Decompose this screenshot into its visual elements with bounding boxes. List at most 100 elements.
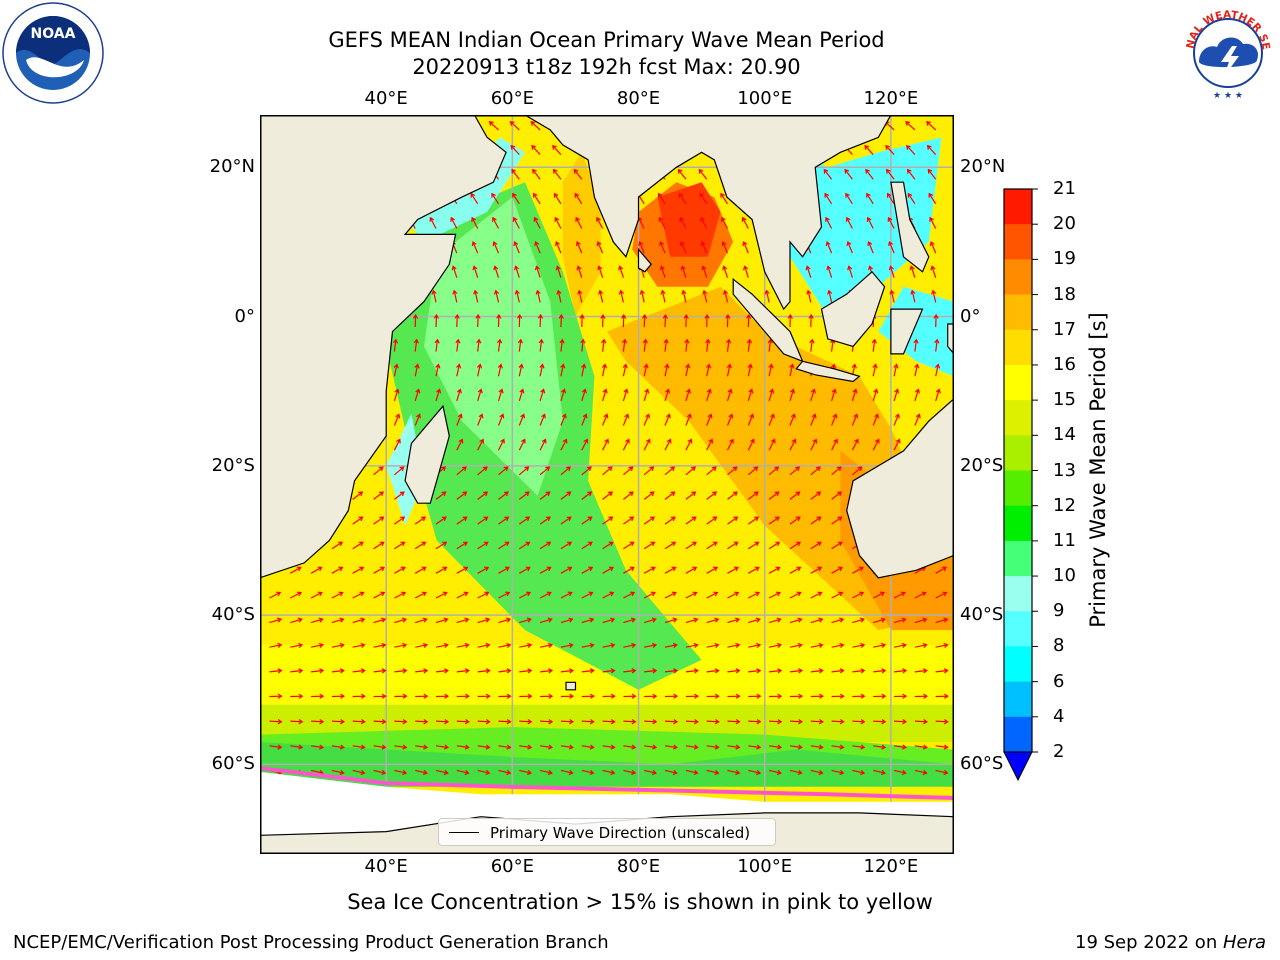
colorbar-tick-label: 12 <box>1053 494 1076 516</box>
wave-arrow <box>580 338 586 352</box>
wave-arrow <box>414 516 427 525</box>
wave-arrow <box>581 617 595 624</box>
wave-arrow <box>706 591 719 599</box>
wave-arrow <box>540 719 554 725</box>
wave-arrow <box>431 289 437 303</box>
wave-arrow <box>851 388 858 402</box>
colorbar-tick-label: 13 <box>1053 459 1076 481</box>
wave-arrow <box>914 642 928 649</box>
colorbar-segment <box>1004 681 1032 718</box>
wave-arrow <box>872 388 879 402</box>
legend-label: Primary Wave Direction (unscaled) <box>490 824 751 842</box>
lon-tick-top: 120°E <box>863 88 919 109</box>
wave-arrow <box>518 516 531 525</box>
wave-arrow <box>498 566 510 574</box>
wave-arrow <box>768 388 775 402</box>
wave-arrow <box>477 591 490 599</box>
wave-arrow <box>456 744 470 750</box>
wave-arrow <box>290 617 303 624</box>
wave-arrow <box>435 541 448 550</box>
wave-arrow <box>685 541 697 550</box>
wave-arrow <box>907 192 916 205</box>
wave-arrow <box>748 617 761 624</box>
wave-arrow <box>659 240 666 254</box>
wave-arrow <box>644 617 657 624</box>
wave-arrow <box>394 668 408 674</box>
wave-arrow <box>539 516 551 525</box>
wave-arrow <box>768 642 782 649</box>
wave-arrow <box>519 668 533 674</box>
wave-arrow <box>581 744 595 750</box>
wave-arrow <box>768 491 780 500</box>
wave-arrow <box>889 289 895 303</box>
wave-arrow <box>455 338 461 352</box>
wave-arrow <box>331 719 346 725</box>
wave-arrow <box>622 438 630 451</box>
wave-arrow <box>415 642 429 649</box>
wave-arrow <box>644 769 657 776</box>
wave-arrow <box>539 541 552 550</box>
wave-arrow <box>706 516 718 525</box>
wave-arrow <box>641 313 648 328</box>
wave-arrow <box>769 668 783 674</box>
wave-arrow <box>727 744 741 750</box>
wave-arrow <box>746 313 752 328</box>
wave-arrow <box>602 668 616 674</box>
wave-arrow <box>473 289 479 303</box>
wave-arrow <box>518 491 530 500</box>
wave-arrow <box>852 466 863 476</box>
wave-arrow <box>452 289 458 303</box>
wave-arrow <box>643 466 655 476</box>
wave-arrow <box>747 491 759 500</box>
wave-arrow <box>602 591 615 599</box>
wave-arrow <box>831 642 845 649</box>
wave-arrow <box>574 192 583 205</box>
wave-arrow <box>373 541 385 550</box>
wave-arrow <box>893 388 900 402</box>
wave-arrow <box>680 265 687 278</box>
wave-arrow <box>414 591 427 599</box>
wave-arrow <box>532 192 541 205</box>
wave-arrow <box>311 744 325 750</box>
wave-arrow <box>560 541 573 550</box>
wave-arrow <box>831 516 843 525</box>
wave-arrow <box>393 363 399 377</box>
wave-arrow <box>581 438 589 451</box>
wave-arrow <box>581 668 595 674</box>
wave-arrow <box>456 769 470 776</box>
wave-arrow <box>914 617 928 624</box>
wave-arrow <box>535 289 541 303</box>
wave-arrow <box>658 216 666 229</box>
wave-arrow <box>852 566 864 574</box>
wave-arrow <box>290 719 304 725</box>
wave-arrow <box>560 466 571 476</box>
wave-arrow <box>831 438 838 451</box>
wave-arrow <box>933 313 939 328</box>
lon-tick-bottom: 120°E <box>863 856 919 877</box>
wave-arrow <box>623 693 637 699</box>
wave-arrow <box>727 668 741 674</box>
wave-arrow <box>852 719 866 725</box>
wave-arrow <box>435 491 447 500</box>
wave-arrow <box>498 769 512 776</box>
wave-arrow <box>581 642 595 649</box>
wave-arrow <box>552 168 562 180</box>
wave-arrow <box>768 591 781 599</box>
wave-arrow <box>352 719 366 725</box>
wave-arrow <box>539 769 553 776</box>
wave-arrow <box>539 438 547 451</box>
wave-arrow <box>664 769 678 776</box>
colorbar-segment <box>1004 189 1032 225</box>
wave-arrow <box>512 192 520 205</box>
wave-arrow <box>470 192 479 205</box>
wave-arrow <box>498 591 511 599</box>
wave-arrow <box>643 491 655 500</box>
wave-arrow <box>706 491 718 500</box>
wave-arrow <box>413 338 419 352</box>
wave-arrow <box>373 769 387 776</box>
wave-arrow <box>935 591 948 599</box>
wave-arrow <box>394 466 405 476</box>
wave-arrow <box>581 363 587 377</box>
svg-text:★ ★ ★: ★ ★ ★ <box>1213 91 1243 101</box>
wave-arrow <box>810 438 818 451</box>
